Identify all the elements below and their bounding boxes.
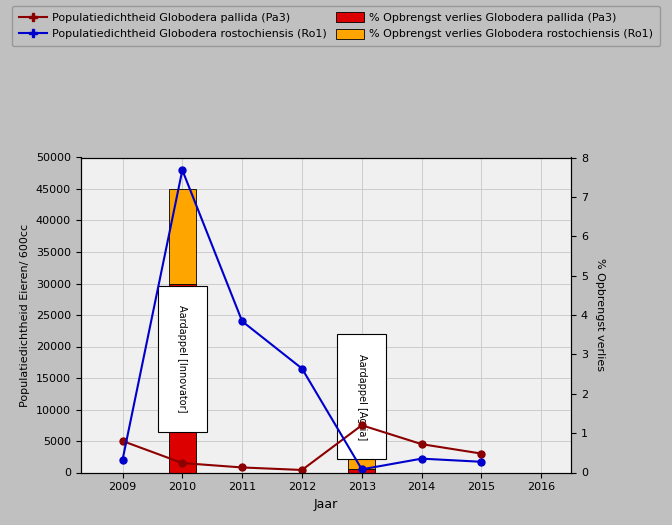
Text: Aardappel [Agria]: Aardappel [Agria] [357,354,367,440]
Legend: Populatiedichtheid Globodera pallida (Pa3), Populatiedichtheid Globodera rostoch: Populatiedichtheid Globodera pallida (Pa… [12,6,660,46]
Text: Aardappel [Innovator]: Aardappel [Innovator] [177,306,187,413]
X-axis label: Jaar: Jaar [314,498,338,511]
Bar [348,469,375,472]
Y-axis label: Populatiedichtheid Eieren/ 600cc: Populatiedichtheid Eieren/ 600cc [20,224,30,406]
Y-axis label: % Opbrengst verlies: % Opbrengst verlies [595,258,605,372]
Bar [169,189,196,284]
Bar [169,284,196,472]
Bar [348,346,375,469]
